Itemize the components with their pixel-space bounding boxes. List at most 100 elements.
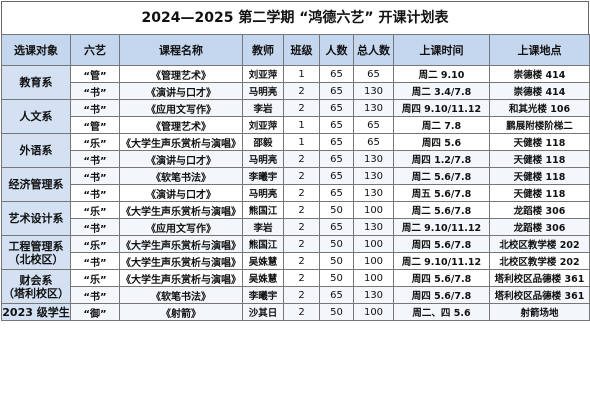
student-count-cell: 65 bbox=[319, 65, 354, 83]
target-group-label: 艺术设计系 bbox=[8, 212, 64, 225]
student-count-cell: 65 bbox=[319, 82, 354, 100]
location-cell: 崇德楼 414 bbox=[489, 65, 590, 83]
class-time-cell: 周四 5.6/7.8 bbox=[393, 235, 490, 253]
yi-cell: “书” bbox=[70, 286, 120, 304]
teacher-cell: 马明亮 bbox=[242, 184, 284, 202]
target-group-cell: 外语系 bbox=[1, 133, 71, 168]
teacher-cell: 吴姝慧 bbox=[242, 252, 284, 270]
course-name-cell: 《演讲与口才》 bbox=[119, 184, 243, 202]
location-cell: 塔利校区品德楼 361 bbox=[489, 286, 590, 304]
location-cell: 天健楼 118 bbox=[489, 167, 590, 185]
total-count-cell: 100 bbox=[353, 303, 394, 321]
class-count-cell: 2 bbox=[283, 167, 320, 185]
student-count-cell: 50 bbox=[319, 201, 354, 219]
table-row: 教育系 “管” 《管理艺术》 刘亚萍 1 65 65 周二 9.10 崇德楼 414 bbox=[1, 65, 590, 100]
student-count-cell: 65 bbox=[319, 167, 354, 185]
student-count-cell: 65 bbox=[319, 116, 354, 134]
class-count-cell: 2 bbox=[283, 184, 320, 202]
table-row: 工程管理系 （北校区） “乐” 《大学生声乐赏析与演唱》 熊国江 2 50 100 周四 5.6… bbox=[1, 235, 590, 270]
class-count-cell: 2 bbox=[283, 82, 320, 100]
table-row: 外语系 “乐” 《大学生声乐赏析与演唱》 邵毅 1 65 65 周四 5.6 天健楼 118 bbox=[1, 133, 590, 168]
student-count-cell: 65 bbox=[319, 150, 354, 168]
student-count-cell: 65 bbox=[319, 99, 354, 117]
class-time-cell: 周二、四 5.6 bbox=[393, 303, 490, 321]
target-group-label: （塔利校区） bbox=[3, 286, 69, 300]
total-count-cell: 130 bbox=[353, 167, 394, 185]
table-title: 2024—2025 第二学期 “鸿德六艺” 开课计划表 bbox=[1, 1, 589, 34]
yi-cell: “书” bbox=[70, 252, 120, 270]
location-cell: 天健楼 118 bbox=[489, 150, 590, 168]
course-name-cell: 《大学生声乐赏析与演唱》 bbox=[119, 269, 243, 287]
yi-cell: “乐” bbox=[70, 201, 120, 219]
class-time-cell: 周四 9.10/11.12 bbox=[393, 99, 490, 117]
course-name-cell: 《演讲与口才》 bbox=[119, 150, 243, 168]
table-row: 艺术设计系 “乐” 《大学生声乐赏析与演唱》 熊国江 2 50 100 周二 5.6/7.8 龙… bbox=[1, 201, 590, 236]
teacher-cell: 马明亮 bbox=[242, 150, 284, 168]
course-name-cell: 《大学生声乐赏析与演唱》 bbox=[119, 235, 243, 253]
total-count-cell: 65 bbox=[353, 65, 394, 83]
location-cell: 天健楼 118 bbox=[489, 184, 590, 202]
course-name-cell: 《应用文写作》 bbox=[119, 99, 243, 117]
target-group-label: （北校区） bbox=[8, 252, 64, 266]
target-group-cell: 教育系 bbox=[1, 65, 71, 100]
class-count-cell: 1 bbox=[283, 116, 320, 134]
total-count-cell: 130 bbox=[353, 150, 394, 168]
student-count-cell: 50 bbox=[319, 252, 354, 270]
teacher-cell: 邵毅 bbox=[242, 133, 284, 151]
class-time-cell: 周二 3.4/7.8 bbox=[393, 82, 490, 100]
course-schedule-table: 选课对象 六艺 课程名称 教师 班级 人数 总人数 上课时间 上课地点 教育系 “… bbox=[1, 34, 590, 321]
header-cell: 人数 bbox=[319, 34, 354, 66]
teacher-cell: 马明亮 bbox=[242, 82, 284, 100]
location-cell: 塔利校区品德楼 361 bbox=[489, 269, 590, 287]
course-name-cell: 《软笔书法》 bbox=[119, 167, 243, 185]
student-count-cell: 50 bbox=[319, 269, 354, 287]
table-body: 教育系 “管” 《管理艺术》 刘亚萍 1 65 65 周二 9.10 崇德楼 414 “书” 《演讲… bbox=[1, 65, 590, 321]
class-count-cell: 2 bbox=[283, 286, 320, 304]
header-cell: 选课对象 bbox=[1, 34, 71, 66]
student-count-cell: 65 bbox=[319, 184, 354, 202]
class-count-cell: 2 bbox=[283, 150, 320, 168]
teacher-cell: 李岩 bbox=[242, 218, 284, 236]
class-count-cell: 2 bbox=[283, 303, 320, 321]
student-count-cell: 65 bbox=[319, 218, 354, 236]
course-name-cell: 《大学生声乐赏析与演唱》 bbox=[119, 133, 243, 151]
header-cell: 教师 bbox=[242, 34, 284, 66]
table-row: “管” 《管理艺术》 刘亚萍 1 65 65 周二 7.8 鹏展附楼阶梯二 bbox=[2, 116, 590, 134]
class-count-cell: 1 bbox=[283, 133, 320, 151]
header-cell: 六艺 bbox=[70, 34, 120, 66]
yi-cell: “管” bbox=[70, 65, 120, 83]
header-cell: 课程名称 bbox=[119, 34, 243, 66]
location-cell: 天健楼 118 bbox=[489, 133, 590, 151]
total-count-cell: 100 bbox=[353, 252, 394, 270]
course-name-cell: 《大学生声乐赏析与演唱》 bbox=[119, 252, 243, 270]
class-time-cell: 周五 5.6/7.8 bbox=[393, 184, 490, 202]
class-count-cell: 2 bbox=[283, 99, 320, 117]
class-time-cell: 周四 1.2/7.8 bbox=[393, 150, 490, 168]
yi-cell: “御” bbox=[70, 303, 120, 321]
total-count-cell: 100 bbox=[353, 269, 394, 287]
table-row: 经济管理系 “书” 《软笔书法》 李曦宇 2 65 130 周二 5.6/7.8 天健楼 118 bbox=[1, 167, 590, 202]
target-group-label: 经济管理系 bbox=[8, 178, 64, 191]
class-count-cell: 2 bbox=[283, 252, 320, 270]
location-cell: 和其光楼 106 bbox=[489, 99, 590, 117]
course-name-cell: 《射箭》 bbox=[119, 303, 243, 321]
target-group-cell: 工程管理系 （北校区） bbox=[1, 235, 71, 270]
class-count-cell: 2 bbox=[283, 218, 320, 236]
target-group-label: 人文系 bbox=[19, 110, 53, 123]
teacher-cell: 沙其日 bbox=[242, 303, 284, 321]
teacher-cell: 李曦宇 bbox=[242, 286, 284, 304]
total-count-cell: 100 bbox=[353, 235, 394, 253]
target-group-cell: 经济管理系 bbox=[1, 167, 71, 202]
target-group-label: 教育系 bbox=[19, 76, 53, 89]
yi-cell: “乐” bbox=[70, 269, 120, 287]
location-cell: 北校区教学楼 202 bbox=[489, 252, 590, 270]
class-count-cell: 2 bbox=[283, 235, 320, 253]
course-name-cell: 《演讲与口才》 bbox=[119, 82, 243, 100]
class-count-cell: 2 bbox=[283, 269, 320, 287]
yi-cell: “书” bbox=[70, 150, 120, 168]
table-row: 人文系 “书” 《应用文写作》 李岩 2 65 130 周四 9.10/11.12 和其光楼 1… bbox=[1, 99, 590, 134]
class-count-cell: 1 bbox=[283, 65, 320, 83]
location-cell: 龙蹈楼 306 bbox=[489, 218, 590, 236]
class-time-cell: 周四 5.6/7.8 bbox=[393, 269, 490, 287]
table-row: 2023 级学生 “御” 《射箭》 沙其日 2 50 100 周二、四 5.6 射箭场地 bbox=[1, 303, 590, 321]
